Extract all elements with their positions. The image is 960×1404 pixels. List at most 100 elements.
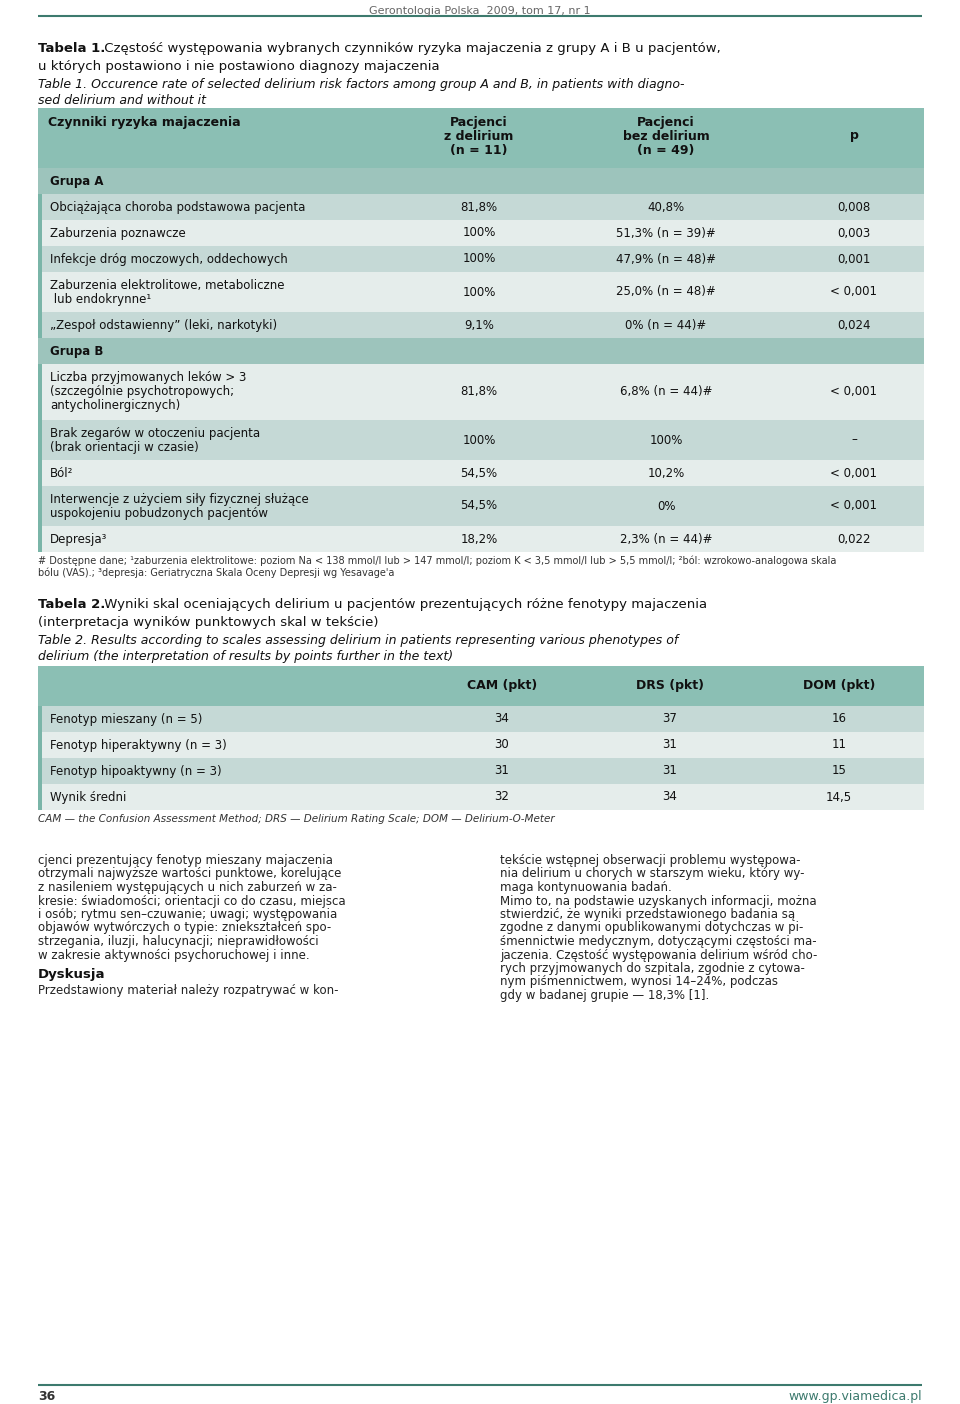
Text: maga kontynuowania badań.: maga kontynuowania badań. (500, 880, 672, 894)
Text: Zaburzenia elektrolitowe, metaboliczne: Zaburzenia elektrolitowe, metaboliczne (50, 279, 284, 292)
Text: 47,9% (n = 48)#: 47,9% (n = 48)# (616, 253, 716, 265)
Bar (38, 420, 42, 461)
Text: Obciążająca choroba podstawowa pacjenta: Obciążająca choroba podstawowa pacjenta (50, 201, 305, 213)
Text: gdy w badanej grupie — 18,3% [1].: gdy w badanej grupie — 18,3% [1]. (500, 988, 709, 1002)
Text: 0% (n = 44)#: 0% (n = 44)# (625, 319, 707, 331)
Text: 34: 34 (662, 790, 678, 803)
Text: 15: 15 (831, 765, 847, 778)
Text: 51,3% (n = 39)#: 51,3% (n = 39)# (616, 226, 716, 240)
Text: u których postawiono i nie postawiono diagnozy majaczenia: u których postawiono i nie postawiono di… (38, 60, 440, 73)
Text: # Dostępne dane; ¹zaburzenia elektrolitowe: poziom Na < 138 mmol/l lub > 147 mmo: # Dostępne dane; ¹zaburzenia elektrolito… (38, 556, 836, 566)
Text: 18,2%: 18,2% (461, 532, 497, 546)
Text: 30: 30 (494, 739, 510, 751)
Bar (38, 706, 924, 731)
Text: Wyniki skal oceniających delirium u pacjentów prezentujących różne fenotypy maja: Wyniki skal oceniających delirium u pacj… (100, 598, 708, 611)
Text: uspokojeniu pobudzonych pacjentów: uspokojeniu pobudzonych pacjentów (50, 507, 268, 519)
Text: < 0,001: < 0,001 (830, 466, 877, 480)
Bar (38, 220, 42, 246)
Text: 6,8% (n = 44)#: 6,8% (n = 44)# (620, 386, 712, 399)
Text: 31: 31 (662, 765, 678, 778)
Text: (szczególnie psychotropowych;: (szczególnie psychotropowych; (50, 385, 234, 397)
Text: 54,5%: 54,5% (461, 466, 497, 480)
Text: sed delirium and without it: sed delirium and without it (38, 94, 206, 107)
Text: Table 2. Results according to scales assessing delirium in patients representing: Table 2. Results according to scales ass… (38, 635, 679, 647)
Text: (interpretacja wyników punktowych skal w tekście): (interpretacja wyników punktowych skal w… (38, 616, 378, 629)
Text: 16: 16 (831, 712, 847, 726)
Text: bólu (VAS).; ³depresja: Geriatryczna Skala Oceny Depresji wg Yesavage'a: bólu (VAS).; ³depresja: Geriatryczna Ska… (38, 569, 395, 578)
Text: jaczenia. Częstość występowania delirium wśród cho-: jaczenia. Częstość występowania delirium… (500, 949, 817, 962)
Bar (38, 526, 924, 552)
Bar (38, 272, 42, 312)
Text: 31: 31 (494, 765, 510, 778)
Text: Przedstawiony materiał należy rozpatrywać w kon-: Przedstawiony materiał należy rozpatrywa… (38, 984, 339, 997)
Text: Fenotyp mieszany (n = 5): Fenotyp mieszany (n = 5) (50, 712, 203, 726)
Bar (38, 364, 42, 420)
Text: < 0,001: < 0,001 (830, 500, 877, 512)
Bar (38, 108, 924, 168)
Bar (38, 783, 42, 810)
Text: 40,8%: 40,8% (647, 201, 684, 213)
Text: Ból²: Ból² (50, 468, 73, 480)
Text: www.gp.viamedica.pl: www.gp.viamedica.pl (788, 1390, 922, 1403)
Bar (38, 194, 924, 220)
Text: 0,024: 0,024 (837, 319, 871, 331)
Text: 0,008: 0,008 (837, 201, 871, 213)
Text: 25,0% (n = 48)#: 25,0% (n = 48)# (616, 285, 716, 299)
Text: Wynik średni: Wynik średni (50, 790, 127, 803)
Bar (38, 758, 42, 783)
Bar (38, 731, 924, 758)
Text: Liczba przyjmowanych leków > 3: Liczba przyjmowanych leków > 3 (50, 371, 247, 385)
Text: Grupa A: Grupa A (50, 176, 104, 188)
Bar (38, 168, 924, 194)
Text: Fenotyp hipoaktywny (n = 3): Fenotyp hipoaktywny (n = 3) (50, 765, 222, 778)
Text: 36: 36 (38, 1390, 56, 1403)
Text: nym piśmennictwem, wynosi 14–24%, podczas: nym piśmennictwem, wynosi 14–24%, podcza… (500, 976, 778, 988)
Bar (38, 665, 924, 706)
Text: 10,2%: 10,2% (647, 466, 684, 480)
Text: Brak zegarów w otoczeniu pacjenta: Brak zegarów w otoczeniu pacjenta (50, 427, 260, 439)
Bar (38, 758, 924, 783)
Text: 34: 34 (494, 712, 510, 726)
Bar (38, 706, 42, 731)
Bar (38, 194, 42, 220)
Bar (38, 783, 924, 810)
Bar (38, 420, 924, 461)
Text: 0,003: 0,003 (837, 226, 871, 240)
Text: nia delirium u chorych w starszym wieku, który wy-: nia delirium u chorych w starszym wieku,… (500, 868, 804, 880)
Text: z delirium: z delirium (444, 131, 514, 143)
Text: 37: 37 (662, 712, 678, 726)
Text: 100%: 100% (649, 434, 683, 446)
Text: 0%: 0% (657, 500, 675, 512)
Text: Infekcje dróg moczowych, oddechowych: Infekcje dróg moczowych, oddechowych (50, 253, 288, 265)
Text: DRS (pkt): DRS (pkt) (636, 680, 704, 692)
Text: otrzymali najwyższe wartości punktowe, korelujące: otrzymali najwyższe wartości punktowe, k… (38, 868, 342, 880)
Bar (38, 220, 924, 246)
Text: z nasileniem występujących u nich zaburzeń w za-: z nasileniem występujących u nich zaburz… (38, 880, 337, 894)
Text: i osób; rytmu sen–czuwanie; uwagi; występowania: i osób; rytmu sen–czuwanie; uwagi; wystę… (38, 908, 337, 921)
Text: objawów wytwórczych o typie: zniekształceń spo-: objawów wytwórczych o typie: zniekształc… (38, 921, 331, 935)
Text: Mimo to, na podstawie uzyskanych informacji, można: Mimo to, na podstawie uzyskanych informa… (500, 894, 817, 907)
Bar (38, 312, 924, 338)
Text: (brak orientacji w czasie): (brak orientacji w czasie) (50, 441, 199, 453)
Text: delirium (the interpretation of results by points further in the text): delirium (the interpretation of results … (38, 650, 453, 663)
Text: p: p (850, 129, 858, 142)
Text: 9,1%: 9,1% (464, 319, 494, 331)
Text: CAM (pkt): CAM (pkt) (467, 680, 538, 692)
Text: Interwencje z użyciem siły fizycznej służące: Interwencje z użyciem siły fizycznej słu… (50, 493, 309, 505)
Bar (38, 526, 42, 552)
Text: 2,3% (n = 44)#: 2,3% (n = 44)# (620, 532, 712, 546)
Text: 100%: 100% (463, 434, 495, 446)
Text: 100%: 100% (463, 253, 495, 265)
Text: Tabela 2.: Tabela 2. (38, 598, 106, 611)
Text: Grupa B: Grupa B (50, 345, 104, 358)
Text: tekście wstępnej obserwacji problemu występowa-: tekście wstępnej obserwacji problemu wys… (500, 854, 801, 868)
Text: Czynniki ryzyka majaczenia: Czynniki ryzyka majaczenia (48, 117, 241, 129)
Text: Pacjenci: Pacjenci (637, 117, 695, 129)
Text: 0,022: 0,022 (837, 532, 871, 546)
Text: DOM (pkt): DOM (pkt) (803, 680, 876, 692)
Text: 14,5: 14,5 (826, 790, 852, 803)
Text: śmennictwie medycznym, dotyczącymi częstości ma-: śmennictwie medycznym, dotyczącymi częst… (500, 935, 817, 948)
Bar (38, 364, 924, 420)
Bar (38, 312, 42, 338)
Text: Depresja³: Depresja³ (50, 534, 108, 546)
